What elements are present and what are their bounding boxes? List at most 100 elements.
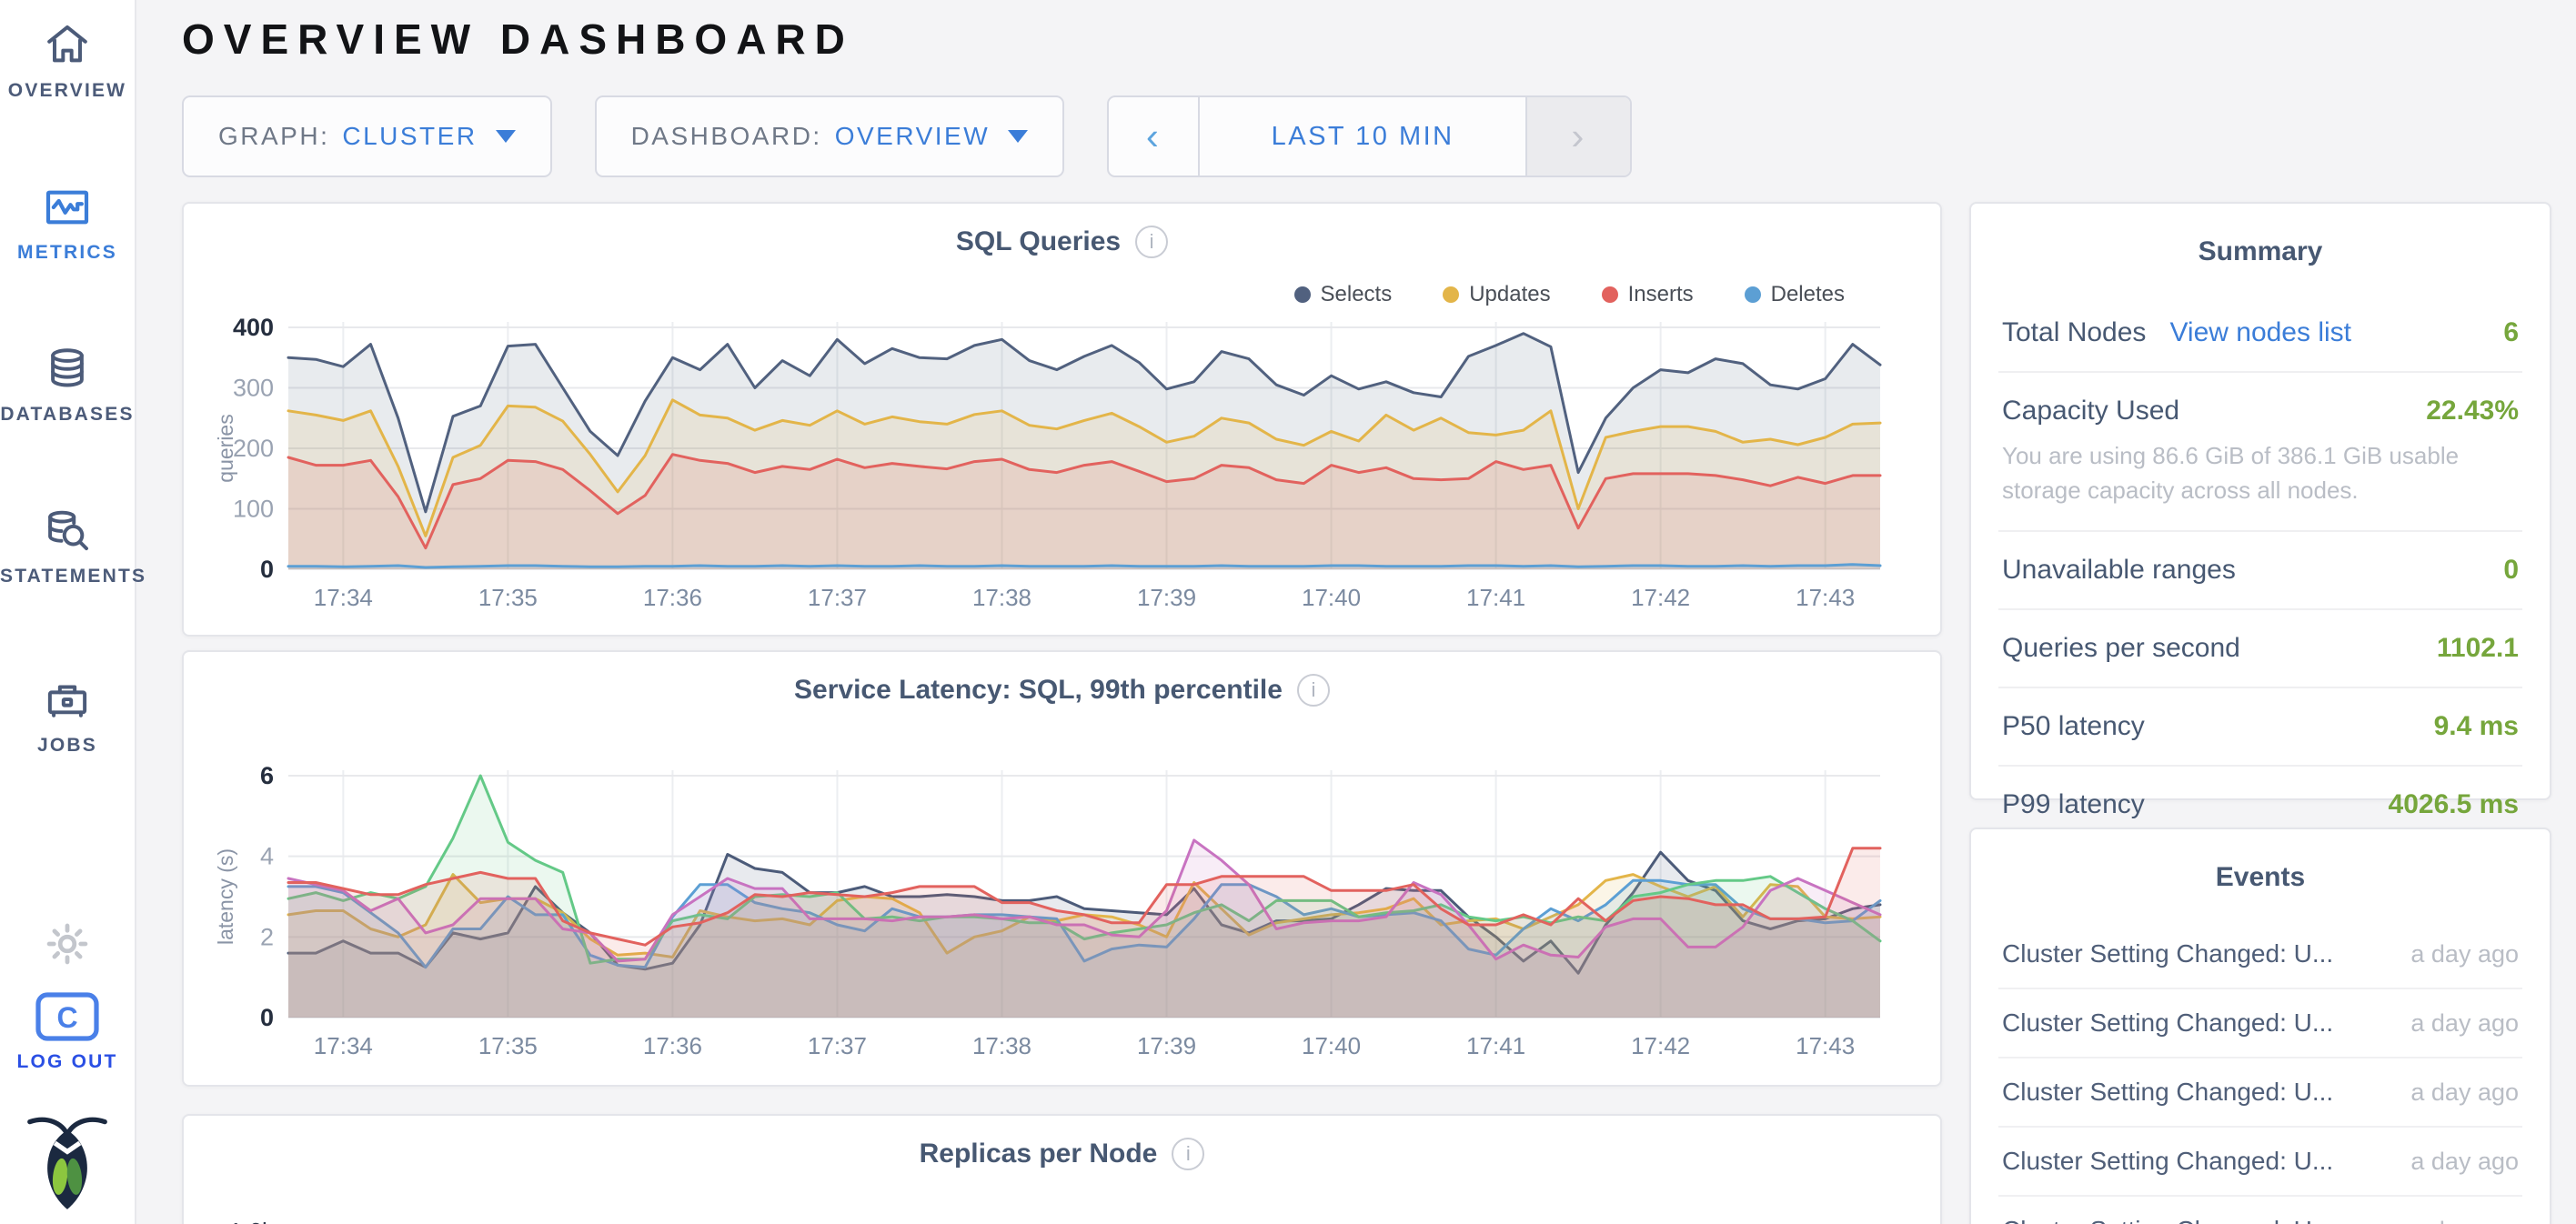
svg-text:17:38: 17:38 xyxy=(972,1032,1031,1059)
info-icon[interactable]: i xyxy=(1135,226,1169,258)
chevron-right-icon: › xyxy=(1571,115,1586,157)
svg-text:17:35: 17:35 xyxy=(478,584,538,611)
svg-text:C: C xyxy=(56,1001,77,1034)
legend-dot-icon xyxy=(1744,286,1761,303)
legend-item[interactable]: Inserts xyxy=(1601,282,1694,307)
chart-title: Replicas per Node xyxy=(919,1139,1158,1169)
gear-icon xyxy=(46,923,88,965)
graph-dropdown[interactable]: GRAPH: CLUSTER xyxy=(182,95,552,177)
jobs-icon xyxy=(47,685,87,717)
event-row: Cluster Setting Changed: U... a day ago xyxy=(1998,920,2522,989)
legend-item[interactable]: Updates xyxy=(1443,282,1551,307)
logout-label: LOG OUT xyxy=(16,1051,118,1072)
svg-text:17:42: 17:42 xyxy=(1631,584,1690,611)
summary-panel: Summary Total Nodes View nodes list 6 Ca… xyxy=(1969,202,2551,819)
legend-label: Deletes xyxy=(1770,282,1845,306)
event-title[interactable]: Cluster Setting Changed: U... xyxy=(2002,1008,2334,1037)
svg-text:latency (s): latency (s) xyxy=(214,848,237,945)
svg-text:17:41: 17:41 xyxy=(1466,1032,1525,1059)
svg-text:17:35: 17:35 xyxy=(478,1032,538,1059)
chart-legend: Selects Updates Inserts Deletes xyxy=(1293,282,1845,307)
svg-text:6: 6 xyxy=(260,762,274,789)
event-row: Cluster Setting Changed: U... a day ago xyxy=(1998,1058,2522,1128)
logout-button[interactable]: C LOG OUT xyxy=(0,991,135,1073)
svg-text:17:36: 17:36 xyxy=(643,1032,702,1059)
sidebar-item-label: STATEMENTS xyxy=(0,566,147,587)
legend-item[interactable]: Deletes xyxy=(1744,282,1845,307)
metrics-icon xyxy=(45,190,89,225)
time-range-value[interactable]: LAST 10 MIN xyxy=(1271,121,1454,151)
event-title[interactable]: Cluster Setting Changed: U... xyxy=(2002,939,2334,968)
time-range-selector: ‹ LAST 10 MIN › xyxy=(1107,95,1633,177)
event-time: a day ago xyxy=(2410,1009,2519,1037)
sidebar-item-metrics[interactable]: METRICS xyxy=(0,182,135,264)
info-icon[interactable]: i xyxy=(1172,1138,1205,1170)
summary-row-total-nodes: Total Nodes View nodes list 6 xyxy=(1998,295,2522,373)
p99-latency-value: 4026.5 ms xyxy=(2388,789,2519,820)
dashboard-dropdown-value: OVERVIEW xyxy=(834,122,991,150)
svg-text:200: 200 xyxy=(233,435,274,462)
sql-queries-chart-card: SQL Queries i Selects Updates Inserts Delet… xyxy=(182,202,1942,637)
sidebar-item-jobs[interactable]: JOBS xyxy=(0,675,135,757)
cockroach-bug-icon xyxy=(27,1117,107,1209)
legend-dot-icon xyxy=(1601,286,1618,303)
svg-text:queries: queries xyxy=(214,414,237,482)
summary-row-unavailable-ranges: Unavailable ranges 0 xyxy=(1998,532,2522,611)
statements-icon xyxy=(48,510,88,551)
replicas-per-node-plot: 1.6k xyxy=(229,1218,275,1224)
sidebar-item-label: JOBS xyxy=(37,735,97,756)
dashboard-dropdown[interactable]: DASHBOARD: OVERVIEW xyxy=(594,95,1065,177)
svg-text:4: 4 xyxy=(260,843,274,870)
event-time: a day ago xyxy=(2410,1079,2519,1106)
legend-label: Updates xyxy=(1469,282,1551,306)
chart-title: SQL Queries xyxy=(955,226,1122,256)
replicas-per-node-chart-card: Replicas per Node i 1.6k xyxy=(182,1114,1942,1224)
svg-text:17:40: 17:40 xyxy=(1302,1032,1361,1059)
sidebar-item-databases[interactable]: DATABASES xyxy=(0,344,135,426)
sidebar-item-label: METRICS xyxy=(17,242,117,263)
event-time: a day ago xyxy=(2410,1148,2519,1175)
svg-text:17:43: 17:43 xyxy=(1796,584,1855,611)
event-time: a day ago xyxy=(2410,1217,2519,1224)
total-nodes-value: 6 xyxy=(2503,317,2519,347)
summary-row-qps: Queries per second 1102.1 xyxy=(1998,610,2522,689)
sidebar-item-overview[interactable]: OVERVIEW xyxy=(0,20,135,102)
summary-row-p99: P99 latency 4026.5 ms xyxy=(2002,789,2519,820)
event-row: Cluster Setting Changed: U... a day ago xyxy=(1998,1197,2522,1224)
time-range-next-button[interactable]: › xyxy=(1525,97,1631,176)
home-icon xyxy=(47,25,87,63)
event-title[interactable]: Cluster Setting Changed: U... xyxy=(2002,1147,2334,1175)
events-panel: Events Cluster Setting Changed: U... a d… xyxy=(1969,828,2551,1224)
svg-text:300: 300 xyxy=(233,375,274,402)
service-latency-chart-card: Service Latency: SQL, 99th percentile i … xyxy=(182,650,1942,1087)
svg-text:100: 100 xyxy=(233,496,274,523)
svg-text:0: 0 xyxy=(260,1004,274,1031)
summary-row-capacity-used: Capacity Used 22.43% You are using 86.6 … xyxy=(1998,373,2522,533)
legend-label: Inserts xyxy=(1627,282,1694,306)
legend-item[interactable]: Selects xyxy=(1293,282,1392,307)
chevron-down-icon xyxy=(495,130,516,143)
chevron-left-icon: ‹ xyxy=(1145,115,1162,157)
chart-title: Service Latency: SQL, 99th percentile xyxy=(794,675,1283,705)
view-nodes-list-link[interactable]: View nodes list xyxy=(2169,317,2351,347)
sidebar-item-statements[interactable]: STATEMENTS xyxy=(0,506,147,587)
summary-title: Summary xyxy=(2198,236,2323,266)
sidebar-item-label: DATABASES xyxy=(0,404,135,425)
dashboard-dropdown-label: DASHBOARD: xyxy=(630,122,822,150)
logout-c-icon: C xyxy=(35,992,99,1041)
settings-gear-button[interactable] xyxy=(0,920,135,977)
event-title[interactable]: Cluster Setting Changed: U... xyxy=(2002,1078,2334,1106)
svg-text:17:43: 17:43 xyxy=(1796,1032,1855,1059)
events-title: Events xyxy=(2215,862,2306,892)
event-title[interactable]: Cluster Setting Changed: U... xyxy=(2002,1216,2333,1224)
service-latency-plot: 17:34 17:35 17:36 17:37 17:38 17:39 17:40 17:41… xyxy=(214,762,1882,1059)
info-icon[interactable]: i xyxy=(1296,674,1330,707)
sql-queries-plot: 17:34 17:35 17:36 17:37 17:38 17:39 17:40 17:41… xyxy=(214,314,1882,611)
svg-text:17:37: 17:37 xyxy=(808,1032,867,1059)
cockroach-logo[interactable] xyxy=(0,1111,135,1216)
controls-bar: GRAPH: CLUSTER DASHBOARD: OVERVIEW ‹ LAS… xyxy=(182,95,1633,177)
chevron-down-icon xyxy=(1008,130,1029,143)
p50-latency-value: 9.4 ms xyxy=(2433,711,2519,742)
time-range-prev-button[interactable]: ‹ xyxy=(1109,97,1201,176)
